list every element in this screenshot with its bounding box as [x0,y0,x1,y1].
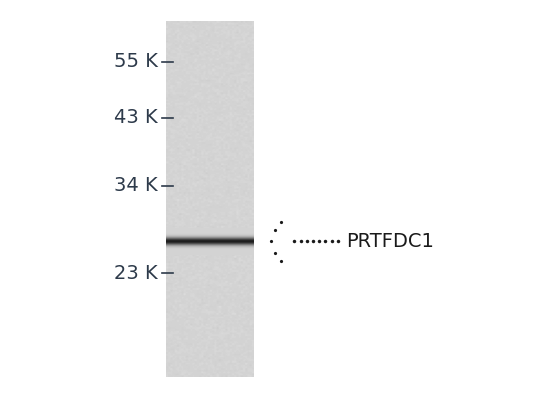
Text: PRTFDC1: PRTFDC1 [346,232,434,251]
Text: 55 K: 55 K [114,52,158,71]
Text: 23 K: 23 K [114,264,158,283]
Text: 43 K: 43 K [114,108,158,127]
Text: 34 K: 34 K [114,176,158,195]
